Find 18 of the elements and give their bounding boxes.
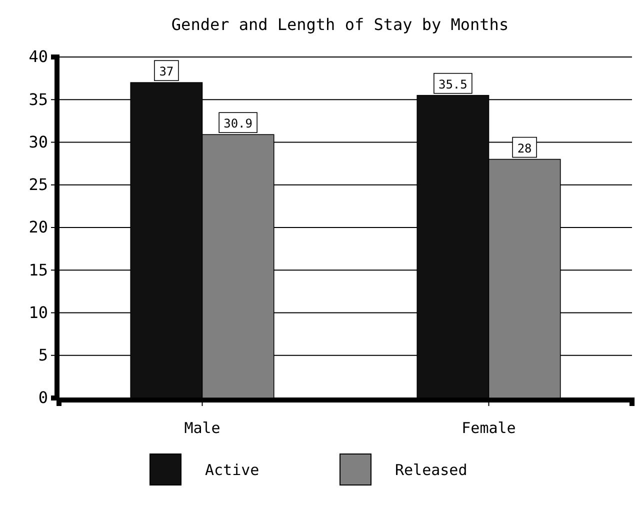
data-label: 28 [517,141,532,156]
y-tick-label: 15 [28,260,48,280]
y-tick-label: 20 [28,218,48,237]
y-tick-label: 30 [28,132,48,152]
y-tick-label: 5 [38,345,48,364]
data-label: 35.5 [438,77,468,92]
data-label: 37 [159,64,174,79]
chart-title: Gender and Length of Stay by Months [171,15,509,34]
y-tick-label: 0 [38,388,48,408]
y-tick-label: 40 [28,47,48,66]
y-tick-label: 10 [28,302,48,322]
data-label: 30.9 [224,116,253,131]
x-tick-label: Male [184,419,220,437]
x-tick-label: Female [462,419,516,437]
y-tick-label: 35 [28,90,48,109]
legend-label: Active [205,461,260,479]
legend-label: Released [395,461,468,479]
y-tick-label: 25 [28,174,48,194]
